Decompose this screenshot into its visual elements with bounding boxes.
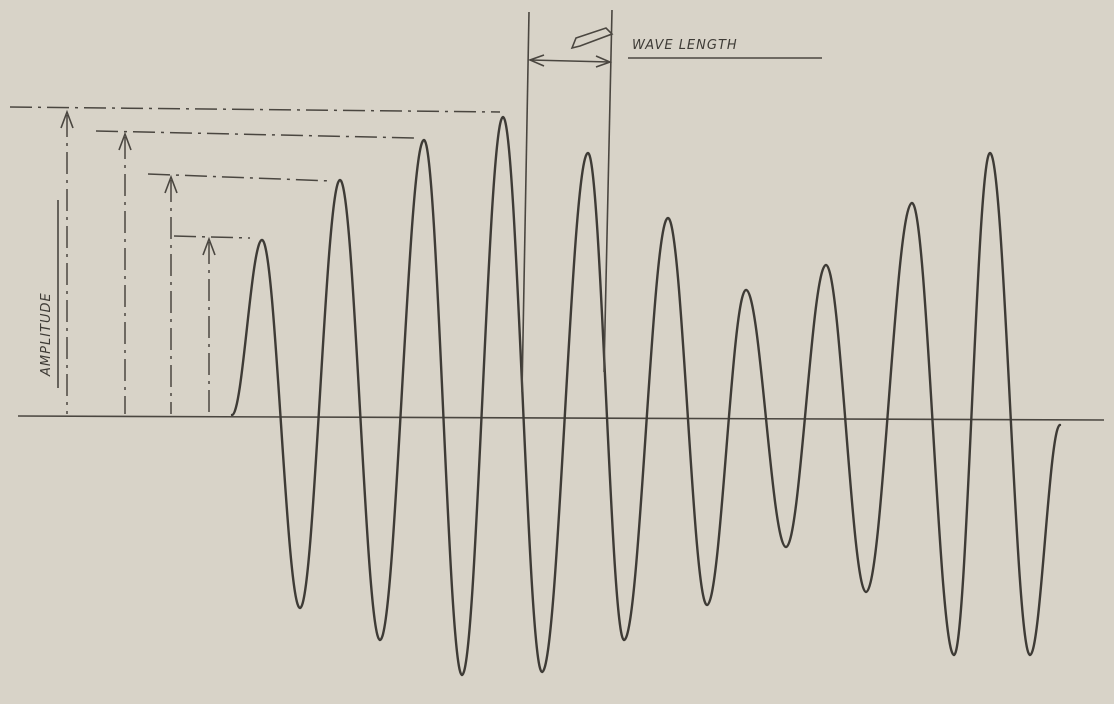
amplitude-extension-line <box>173 235 251 239</box>
amplitude-label: AMPLITUDE <box>39 292 54 377</box>
arrowhead-icon <box>202 236 216 256</box>
baseline-axis <box>17 415 1105 421</box>
wavelength-dimension: WAVE LENGTH <box>521 9 822 393</box>
amplitude-extension-lines <box>9 106 501 239</box>
wavelength-extension-line-left <box>521 11 530 393</box>
amplitude-dimension-arrows <box>60 109 216 414</box>
arrowhead-icon <box>527 54 545 67</box>
wavelength-label: WAVE LENGTH <box>632 38 738 53</box>
amplitude-extension-line <box>95 130 416 139</box>
arrowhead-icon <box>164 174 178 194</box>
arrowhead-icon <box>60 109 74 129</box>
amplitude-label-group: AMPLITUDE <box>39 200 59 388</box>
amplitude-extension-line <box>9 106 501 113</box>
wavelength-dimension-line <box>529 59 611 63</box>
leader-line <box>570 27 614 50</box>
wavelength-extension-line-right <box>603 9 613 373</box>
arrowhead-icon <box>118 131 132 151</box>
waveform-line <box>230 115 1062 677</box>
arrowhead-icon <box>595 55 613 68</box>
amplitude-extension-line <box>147 173 333 182</box>
